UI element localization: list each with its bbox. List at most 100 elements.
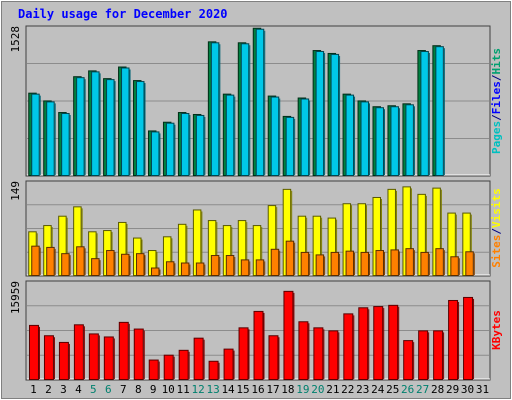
- legend-part: Hits: [490, 48, 503, 75]
- x-tick-label: 15: [236, 383, 249, 396]
- bar-sites-day-8: [136, 253, 145, 276]
- legend-part: /: [490, 228, 503, 235]
- bar-files-day-3: [61, 113, 70, 176]
- bar-kbytes-day-29: [448, 299, 459, 380]
- bar-files-day-7: [121, 67, 130, 176]
- bar-kbytes-day-20: [313, 327, 324, 381]
- bar-kbytes-day-14: [223, 348, 234, 380]
- bar-files-day-4: [76, 77, 85, 176]
- bar-kbytes-day-1: [28, 324, 39, 380]
- x-tick-label: 2: [45, 383, 52, 396]
- bar-kbytes-day-9: [148, 359, 159, 381]
- bar-sites-day-10: [165, 261, 175, 277]
- bar-files-day-15: [240, 43, 250, 177]
- bar-files-day-25: [390, 106, 399, 176]
- bar-kbytes-day-22: [343, 313, 354, 380]
- bar-sites-day-26: [405, 248, 414, 276]
- bar-kbytes-day-28: [433, 330, 444, 380]
- bar-kbytes-day-27: [418, 330, 429, 380]
- bar-kbytes-day-17: [268, 335, 279, 380]
- bar-sites-day-9: [150, 267, 160, 277]
- bar-kbytes-day-10: [163, 354, 174, 381]
- bar-kbytes-day-16: [253, 310, 264, 381]
- bar-kbytes-day-13: [208, 360, 219, 381]
- x-tick-label: 5: [90, 383, 97, 396]
- bar-files-day-19: [300, 98, 310, 176]
- bar-files-day-28: [435, 46, 444, 176]
- legend-part: Files: [490, 81, 503, 114]
- bar-kbytes-day-11: [178, 349, 189, 380]
- x-tick-label: 22: [341, 383, 354, 396]
- bar-files-day-18: [285, 116, 295, 177]
- bar-kbytes-day-25: [388, 304, 399, 380]
- bar-kbytes-day-2: [43, 335, 54, 380]
- x-tick-label: 8: [135, 383, 142, 396]
- bar-sites-day-6: [106, 250, 115, 276]
- bar-sites-day-1: [31, 245, 40, 276]
- x-tick-label: 10: [162, 383, 175, 396]
- bar-kbytes-day-18: [283, 290, 294, 381]
- x-tick-label: 17: [266, 383, 279, 396]
- bar-sites-day-17: [270, 248, 280, 276]
- panel-sites-visits: 149 Sites/Visits: [9, 180, 503, 277]
- bar-kbytes-day-7: [118, 321, 129, 380]
- bar-files-day-8: [136, 81, 145, 176]
- x-tick-label: 27: [416, 383, 429, 396]
- legend-part: Visits: [490, 188, 503, 228]
- bar-files-day-6: [106, 79, 115, 176]
- x-tick-label: 25: [386, 383, 399, 396]
- x-tick-label: 19: [296, 383, 309, 396]
- x-tick-label: 29: [446, 383, 459, 396]
- bar-sites-day-29: [450, 256, 459, 277]
- bar-files-day-12: [195, 114, 205, 177]
- panel-kbytes: 15959 KBytes: [9, 280, 503, 381]
- bar-files-day-21: [330, 53, 340, 176]
- bar-sites-day-19: [300, 251, 310, 276]
- bar-sites-day-24: [375, 250, 384, 276]
- bar-files-day-17: [270, 96, 280, 176]
- x-tick-label: 4: [75, 383, 82, 396]
- x-tick-label: 6: [105, 383, 112, 396]
- x-tick-label: 7: [120, 383, 127, 396]
- bar-files-day-1: [31, 93, 40, 176]
- legend-part: /: [490, 74, 503, 81]
- bar-sites-day-7: [121, 253, 130, 276]
- bar-sites-day-28: [435, 248, 444, 276]
- x-tick-label: 20: [311, 383, 324, 396]
- bar-kbytes-day-4: [73, 324, 84, 381]
- bar-sites-day-21: [330, 251, 340, 276]
- bar-sites-day-16: [255, 259, 265, 276]
- bar-kbytes-day-5: [88, 333, 99, 380]
- ymax-label: 1528: [9, 26, 22, 53]
- bar-kbytes-day-23: [358, 307, 369, 380]
- x-tick-label: 31: [476, 383, 489, 396]
- bar-sites-day-15: [240, 259, 250, 276]
- bar-kbytes-day-8: [133, 328, 144, 380]
- bar-files-day-5: [91, 71, 100, 176]
- bar-files-day-27: [420, 51, 429, 176]
- chart-title: Daily usage for December 2020: [18, 7, 228, 21]
- x-tick-label: 9: [150, 383, 157, 396]
- legend-part: Sites: [490, 235, 503, 268]
- bar-sites-day-25: [390, 249, 399, 276]
- bar-kbytes-day-19: [298, 321, 309, 381]
- x-tick-label: 18: [281, 383, 294, 396]
- bar-sites-day-4: [76, 246, 85, 276]
- bar-kbytes-day-15: [238, 327, 249, 381]
- x-tick-label: 26: [401, 383, 414, 396]
- x-tick-label: 13: [206, 383, 219, 396]
- x-tick-label: 12: [192, 383, 205, 396]
- bar-files-day-2: [46, 101, 55, 176]
- bar-sites-day-2: [46, 246, 55, 276]
- x-tick-label: 3: [60, 383, 67, 396]
- bar-files-day-10: [165, 122, 175, 176]
- x-tick-label: 11: [177, 383, 190, 396]
- bar-sites-day-27: [420, 251, 429, 276]
- ymax-label: 149: [9, 181, 22, 201]
- legend-part: Pages: [490, 121, 503, 154]
- bar-files-day-20: [315, 51, 325, 176]
- bar-kbytes-day-12: [193, 337, 204, 381]
- x-tick-label: 1: [30, 383, 37, 396]
